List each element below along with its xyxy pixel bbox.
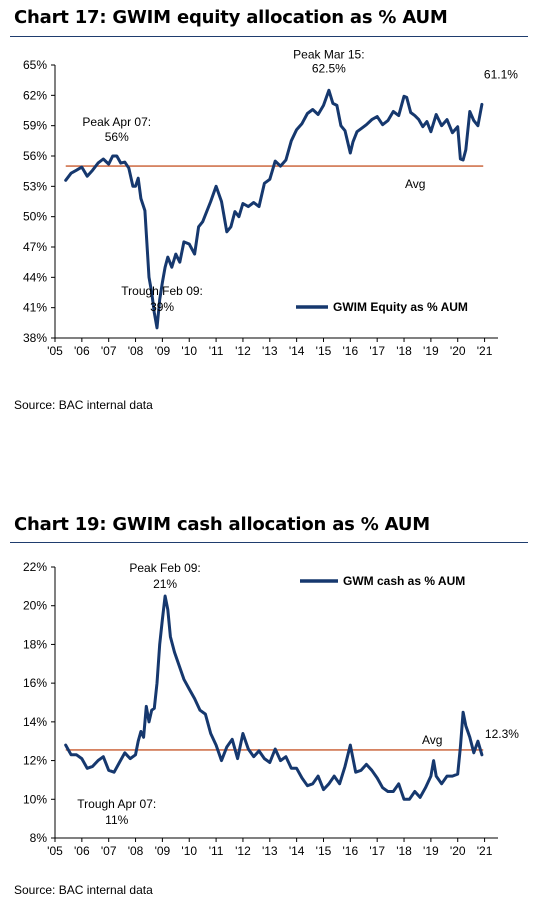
x-tick-label: '13 <box>262 844 278 858</box>
x-tick-label: '12 <box>235 344 251 358</box>
x-tick-label: '10 <box>181 844 197 858</box>
annotation-text: Trough Feb 09: <box>121 284 203 298</box>
y-tick-label: 56% <box>23 149 47 163</box>
annotation-text: Peak Apr 07: <box>82 115 151 129</box>
y-tick-label: 62% <box>23 88 47 102</box>
x-tick-label: '18 <box>396 844 412 858</box>
x-tick-label: '20 <box>450 344 466 358</box>
y-tick-label: 59% <box>23 119 47 133</box>
cash-chart-svg: 22% 20% 18% 16% 14% 12% 10% 8%'05 '06 '07 '08 '09 '1… <box>23 560 519 858</box>
x-tick-label: '08 <box>128 844 144 858</box>
annotation-text: 12.3% <box>485 727 519 741</box>
annotation-text: Peak Feb 09: <box>129 561 200 575</box>
equity-chart-svg: 65% 62% 59% 56% 53% 50% 47% 44% 41% 38%'05 '06 '07 '… <box>23 47 518 358</box>
x-tick-label: '15 <box>316 344 332 358</box>
x-tick-label: '14 <box>289 344 305 358</box>
x-tick-label: '14 <box>289 844 305 858</box>
chart-title: Chart 19: GWIM cash allocation as % AUM <box>14 514 430 535</box>
x-tick-label: '20 <box>450 844 466 858</box>
x-tick-label: '19 <box>423 844 439 858</box>
x-tick-label: '16 <box>343 844 359 858</box>
x-tick-label: '17 <box>369 344 385 358</box>
title-rule <box>10 36 528 37</box>
y-tick-label: 18% <box>23 637 47 651</box>
y-tick-label: 8% <box>30 831 48 845</box>
annotation-text: 56% <box>105 130 129 144</box>
title-rule <box>10 542 528 543</box>
source-note: Source: BAC internal data <box>14 883 153 897</box>
chart-title: Chart 17: GWIM equity allocation as % AU… <box>14 7 448 28</box>
annotation-text: Trough Apr 07: <box>77 797 156 811</box>
x-tick-label: '19 <box>423 344 439 358</box>
y-tick-label: 38% <box>23 331 47 345</box>
y-tick-label: 14% <box>23 715 47 729</box>
x-tick-label: '07 <box>101 844 117 858</box>
y-tick-label: 47% <box>23 240 47 254</box>
x-tick-label: '21 <box>477 844 493 858</box>
x-tick-label: '08 <box>128 344 144 358</box>
annotation-text: 61.1% <box>484 67 518 81</box>
y-tick-label: 41% <box>23 301 47 315</box>
y-tick-label: 20% <box>23 599 47 613</box>
x-tick-label: '06 <box>74 844 90 858</box>
x-tick-label: '18 <box>396 344 412 358</box>
x-tick-label: '10 <box>181 344 197 358</box>
x-tick-label: '12 <box>235 844 251 858</box>
average-label: Avg <box>422 733 442 747</box>
x-tick-label: '06 <box>74 344 90 358</box>
x-tick-label: '11 <box>209 344 224 358</box>
annotation-text: 11% <box>105 813 128 827</box>
legend-label: GWIM Equity as % AUM <box>333 300 468 314</box>
x-tick-label: '21 <box>477 344 493 358</box>
y-tick-label: 12% <box>23 754 47 768</box>
x-tick-label: '13 <box>262 344 278 358</box>
chart-17-panel: Chart 17: GWIM equity allocation as % AU… <box>0 0 557 430</box>
x-tick-label: '16 <box>343 344 359 358</box>
x-tick-label: '15 <box>316 844 332 858</box>
y-tick-label: 50% <box>23 210 47 224</box>
legend-label: GWM cash as % AUM <box>343 574 465 588</box>
annotation-text: 21% <box>153 577 177 591</box>
x-tick-label: '05 <box>47 344 63 358</box>
y-tick-label: 44% <box>23 270 47 284</box>
x-tick-label: '17 <box>369 844 385 858</box>
y-tick-label: 65% <box>23 58 47 72</box>
annotation-text: Peak Mar 15: <box>293 47 364 61</box>
average-label: Avg <box>405 177 425 191</box>
x-tick-label: '09 <box>155 344 171 358</box>
y-tick-label: 22% <box>23 560 47 574</box>
source-note: Source: BAC internal data <box>14 398 153 412</box>
annotation-text: 39% <box>150 300 174 314</box>
x-tick-label: '09 <box>155 844 171 858</box>
y-tick-label: 10% <box>23 792 47 806</box>
x-tick-label: '11 <box>209 844 224 858</box>
x-tick-label: '05 <box>47 844 63 858</box>
annotation-text: 62.5% <box>312 61 346 75</box>
y-tick-label: 53% <box>23 179 47 193</box>
series-line <box>64 594 484 801</box>
y-tick-label: 16% <box>23 676 47 690</box>
x-tick-label: '07 <box>101 344 117 358</box>
